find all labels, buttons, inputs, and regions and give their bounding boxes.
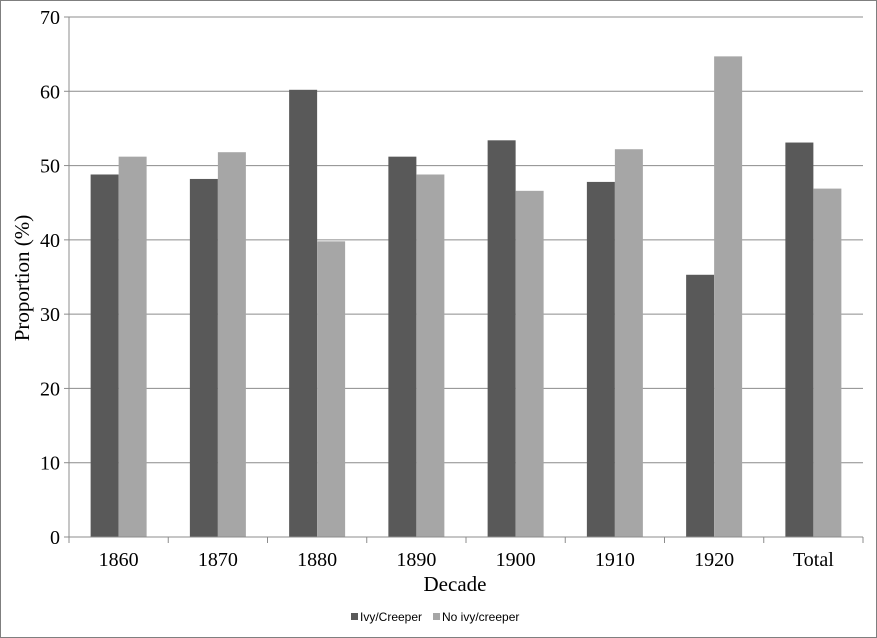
legend-label: No ivy/creeper: [442, 610, 519, 624]
legend-swatch: [433, 613, 440, 620]
bar-ivy-1900: [487, 140, 516, 538]
bar-ivy-1920: [686, 274, 715, 537]
legend-swatch: [351, 613, 358, 620]
bar-no-ivy-1900: [515, 190, 544, 538]
x-tick-label: 1880: [297, 549, 337, 571]
x-tick-label: 1890: [396, 549, 436, 571]
gridlines: [64, 16, 863, 538]
x-tick-label: 1870: [198, 549, 238, 571]
bar-no-ivy-total: [813, 188, 842, 537]
x-tick-label: 1910: [595, 549, 635, 571]
x-tick-label: 1900: [496, 549, 536, 571]
y-tick-label: 10: [40, 453, 60, 475]
y-tick-label: 30: [40, 304, 60, 326]
y-tick-label: 60: [40, 81, 60, 103]
bar-no-ivy-1910: [614, 149, 643, 537]
legend: Ivy/Creeper No ivy/creeper: [351, 610, 519, 624]
bar-ivy-1870: [189, 178, 218, 537]
y-tick-label: 50: [40, 156, 60, 178]
bar-ivy-1910: [586, 181, 615, 537]
bar-ivy-total: [785, 142, 814, 538]
bar-no-ivy-1880: [317, 241, 346, 538]
x-tick-label: 1920: [694, 549, 734, 571]
y-tick-label: 20: [40, 378, 60, 400]
bars: [90, 56, 842, 538]
bar-no-ivy-1920: [714, 56, 743, 537]
x-tick-label: Total: [793, 549, 834, 571]
bar-ivy-1860: [90, 174, 119, 537]
y-tick-label: 70: [40, 7, 60, 29]
bar-no-ivy-1860: [118, 156, 147, 537]
x-tick-label: 1860: [99, 549, 139, 571]
legend-label: Ivy/Creeper: [360, 610, 422, 624]
axes: [68, 17, 864, 543]
bar-no-ivy-1870: [217, 152, 246, 537]
x-tick-labels: 1860 1870 1880 1890 1900 1910 1920 Total: [99, 549, 835, 571]
y-axis-title: Proportion (%): [10, 215, 34, 342]
y-tick-label: 0: [50, 527, 60, 549]
y-tick-labels: 0 10 20 30 40 50 60 70: [40, 7, 60, 549]
x-axis-title: Decade: [424, 572, 487, 596]
bar-ivy-1880: [289, 89, 318, 538]
bar-no-ivy-1890: [416, 174, 445, 537]
bar-ivy-1890: [388, 156, 417, 537]
y-tick-label: 40: [40, 230, 60, 252]
